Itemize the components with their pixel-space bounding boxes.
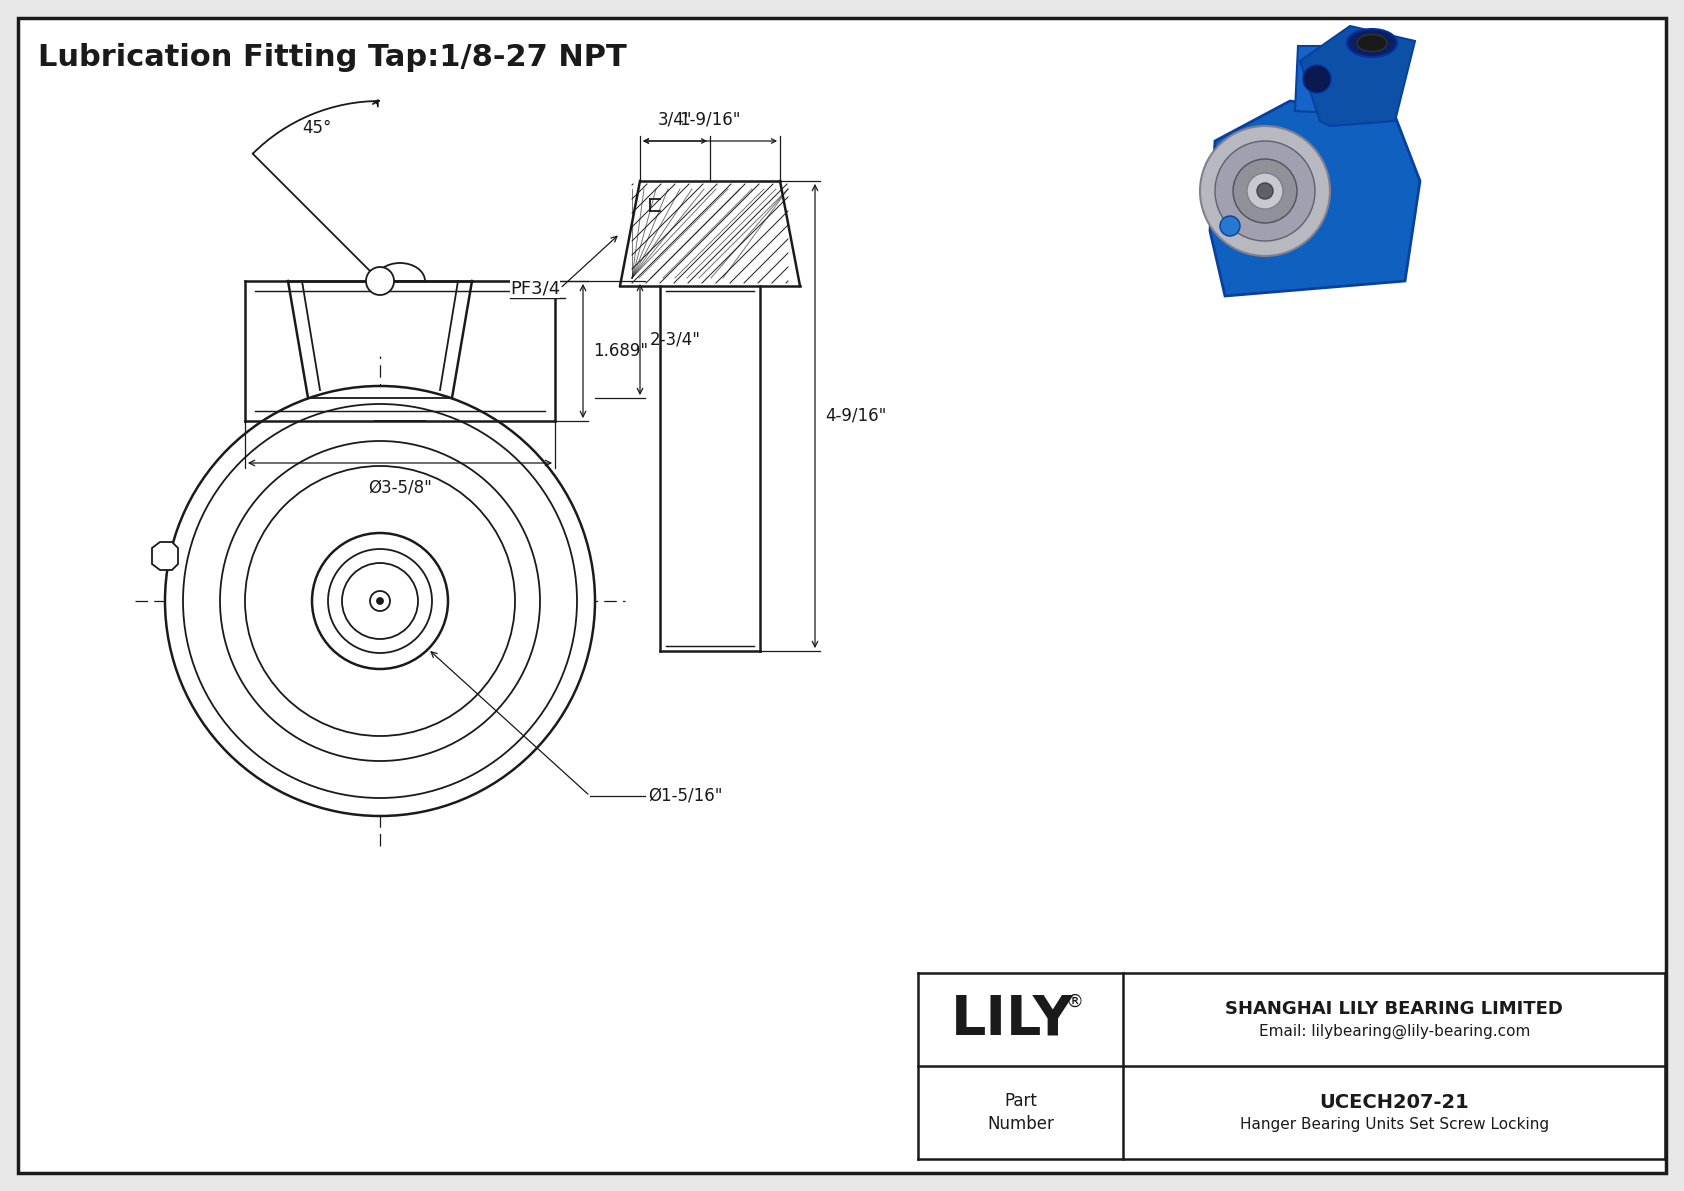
Circle shape (165, 386, 594, 816)
Circle shape (1233, 160, 1297, 223)
Text: 1-9/16": 1-9/16" (679, 111, 741, 129)
Polygon shape (152, 542, 179, 570)
Text: 2-3/4": 2-3/4" (650, 330, 701, 349)
Text: LILY: LILY (951, 992, 1074, 1047)
Ellipse shape (1357, 35, 1388, 51)
Circle shape (1201, 126, 1330, 256)
Text: Hanger Bearing Units Set Screw Locking: Hanger Bearing Units Set Screw Locking (1239, 1117, 1549, 1131)
Text: SHANGHAI LILY BEARING LIMITED: SHANGHAI LILY BEARING LIMITED (1226, 1000, 1563, 1018)
Circle shape (365, 267, 394, 295)
Polygon shape (1295, 46, 1339, 113)
Circle shape (1219, 216, 1239, 236)
Text: UCECH207-21: UCECH207-21 (1319, 1093, 1468, 1112)
Circle shape (1303, 66, 1330, 93)
Polygon shape (1300, 26, 1415, 126)
Polygon shape (1211, 101, 1420, 297)
Text: PF3/4: PF3/4 (510, 280, 561, 298)
Circle shape (370, 591, 391, 611)
Text: Email: lilybearing@lily-bearing.com: Email: lilybearing@lily-bearing.com (1258, 1024, 1529, 1039)
Text: Part
Number: Part Number (987, 1092, 1054, 1134)
Text: Lubrication Fitting Tap:1/8-27 NPT: Lubrication Fitting Tap:1/8-27 NPT (39, 43, 626, 71)
Circle shape (312, 534, 448, 669)
Text: ®: ® (1066, 992, 1084, 1010)
Text: 4-9/16": 4-9/16" (825, 407, 886, 425)
Circle shape (1246, 173, 1283, 208)
Text: Ø1-5/16": Ø1-5/16" (648, 787, 722, 805)
Circle shape (377, 598, 382, 604)
Ellipse shape (1347, 29, 1398, 57)
Text: 45°: 45° (303, 119, 332, 137)
Circle shape (1256, 183, 1273, 199)
Text: 1.689": 1.689" (593, 342, 648, 360)
Text: Ø3-5/8": Ø3-5/8" (369, 479, 431, 497)
Circle shape (1214, 141, 1315, 241)
Text: 3/4": 3/4" (658, 111, 692, 129)
